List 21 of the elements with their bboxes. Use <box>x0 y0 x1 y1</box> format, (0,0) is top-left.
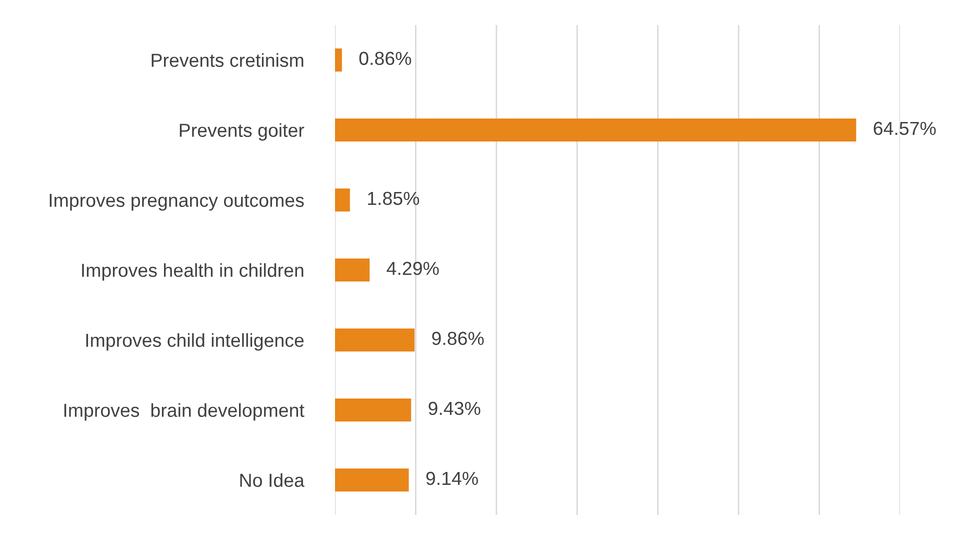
y-tick-label: No Idea <box>240 473 304 487</box>
y-tick-label: Improves child intelligence <box>86 333 304 351</box>
y-tick-label: Prevents goiter <box>180 123 304 141</box>
bar <box>335 118 856 142</box>
bar <box>335 48 342 72</box>
y-tick-label: Improves health in children <box>82 263 304 281</box>
bar <box>335 258 370 282</box>
data-label: 9.86% <box>432 332 484 346</box>
data-label: 9.43% <box>428 402 480 416</box>
y-tick-label: Prevents cretinism <box>152 53 304 67</box>
bar <box>335 468 409 492</box>
bar <box>335 328 415 352</box>
data-label: 0.86% <box>359 52 412 66</box>
data-label: 4.29% <box>386 262 439 276</box>
y-tick-label: Improves brain development <box>64 403 304 421</box>
bar <box>335 398 412 422</box>
y-tick-label: Improves pregnancy outcomes <box>50 194 304 211</box>
data-label: 9.14% <box>426 472 478 486</box>
data-label: 1.85% <box>368 192 420 206</box>
data-label: 64.57% <box>874 122 936 136</box>
bar <box>335 188 350 212</box>
